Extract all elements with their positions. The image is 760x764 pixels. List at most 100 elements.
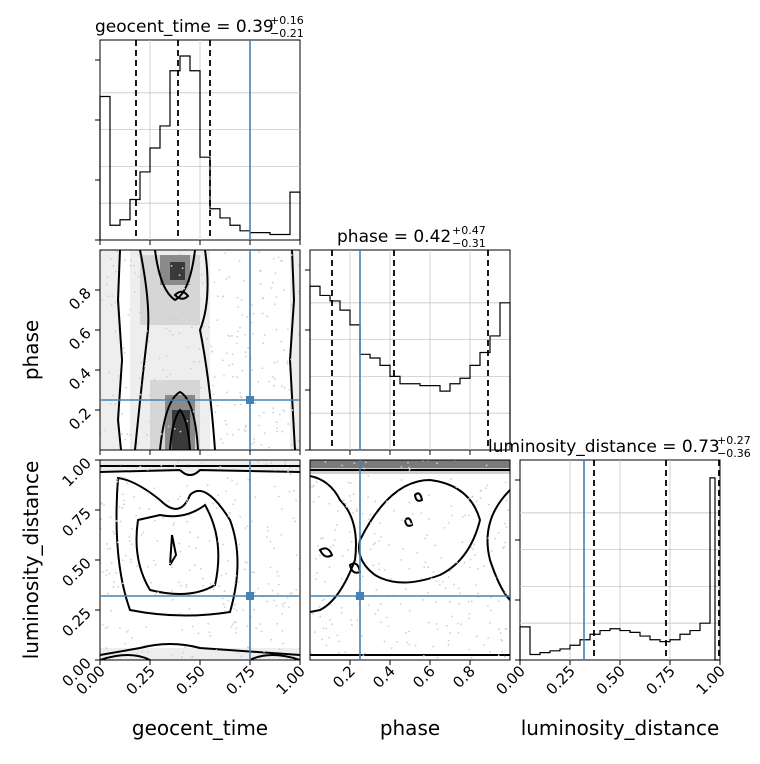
sample-point <box>475 500 478 503</box>
sample-point <box>100 467 103 470</box>
sample-point <box>475 635 478 638</box>
histograms <box>99 55 720 661</box>
sample-point <box>266 315 269 318</box>
sample-point <box>148 420 151 423</box>
sample-point <box>273 599 276 602</box>
sample-point <box>173 427 176 430</box>
x-tick-label: 0.4 <box>369 662 399 692</box>
sample-point <box>156 291 159 294</box>
sample-point <box>225 352 228 355</box>
sample-point <box>472 548 475 551</box>
sample-point <box>469 558 472 561</box>
sample-point <box>265 463 268 466</box>
sample-point <box>177 498 179 501</box>
truth-marker <box>246 592 254 600</box>
sample-point <box>291 409 294 412</box>
sample-point <box>186 520 189 523</box>
sample-point <box>329 546 332 548</box>
sample-point <box>114 301 117 304</box>
title-geocent-time: geocent_time = 0.39 <box>95 17 274 37</box>
histogram-geocent_time <box>99 55 301 240</box>
sample-point <box>185 583 188 586</box>
sample-point <box>116 480 119 483</box>
sample-point <box>447 576 450 578</box>
sample-point <box>375 589 378 591</box>
sample-point <box>124 642 127 645</box>
sample-point <box>108 572 111 575</box>
sample-point <box>503 522 506 525</box>
sample-point <box>488 622 491 624</box>
sample-point <box>219 465 222 468</box>
sample-point <box>390 647 393 650</box>
sample-point <box>226 477 229 480</box>
sample-point <box>252 333 254 335</box>
sample-point <box>368 518 370 521</box>
sample-point <box>355 560 358 562</box>
sample-point <box>332 544 335 547</box>
sample-point <box>140 533 143 536</box>
sample-point <box>252 312 255 315</box>
sample-point <box>173 316 176 318</box>
sample-point <box>473 543 476 546</box>
sample-point <box>179 430 182 433</box>
sample-point <box>374 613 377 616</box>
sample-point <box>238 543 241 546</box>
x-tick-label: 1.00 <box>692 662 728 698</box>
sample-point <box>198 348 201 350</box>
frame-hist-phase <box>309 249 511 451</box>
y-tick-label: 0.75 <box>58 504 94 540</box>
sample-point <box>224 252 227 255</box>
title-luminosity-distance: luminosity_distance = 0.73 <box>488 437 720 457</box>
sample-point <box>349 499 352 502</box>
sample-point <box>274 272 277 275</box>
sample-point <box>331 623 333 626</box>
sample-point <box>505 499 508 502</box>
sample-point <box>149 293 152 296</box>
sample-point <box>100 518 103 521</box>
sample-point <box>141 369 143 372</box>
histogram-phase <box>309 285 511 450</box>
sample-point <box>286 362 289 365</box>
xlabel-geocent-time: geocent_time <box>132 716 268 740</box>
sample-point <box>236 376 238 379</box>
sample-point <box>197 632 200 635</box>
sample-point <box>121 493 124 496</box>
sample-point <box>504 628 507 630</box>
x-tick-label: 1.00 <box>272 662 308 698</box>
sample-point <box>321 599 324 602</box>
sample-point <box>367 496 369 499</box>
sample-point <box>276 360 279 363</box>
sample-point <box>182 651 185 654</box>
sample-point <box>460 623 463 626</box>
sample-point <box>227 334 230 337</box>
sample-point <box>170 264 173 267</box>
sample-point <box>293 489 296 492</box>
sample-point <box>242 609 245 611</box>
sample-point <box>487 537 490 540</box>
ylabel-phase: phase <box>19 320 43 380</box>
sample-point <box>328 502 331 505</box>
sample-point <box>374 542 376 544</box>
sample-point <box>275 296 278 298</box>
sample-point <box>463 561 466 564</box>
sample-point <box>447 521 450 524</box>
sample-point <box>263 411 265 414</box>
sample-point <box>129 308 132 311</box>
sample-point <box>239 403 242 406</box>
sample-point <box>277 256 280 259</box>
sample-point <box>266 600 268 603</box>
sample-point <box>119 627 121 629</box>
title-phase-minus: −0.31 <box>452 237 486 250</box>
sample-point <box>136 652 139 655</box>
sample-point <box>340 611 343 614</box>
sample-point <box>320 537 323 540</box>
sample-point <box>235 342 238 345</box>
sample-point <box>129 264 132 267</box>
sample-point <box>405 631 407 634</box>
sample-point <box>130 259 132 262</box>
sample-point <box>198 422 201 425</box>
sample-point <box>178 286 180 289</box>
sample-point <box>347 481 350 484</box>
sample-point <box>236 335 239 338</box>
sample-point <box>226 391 228 394</box>
